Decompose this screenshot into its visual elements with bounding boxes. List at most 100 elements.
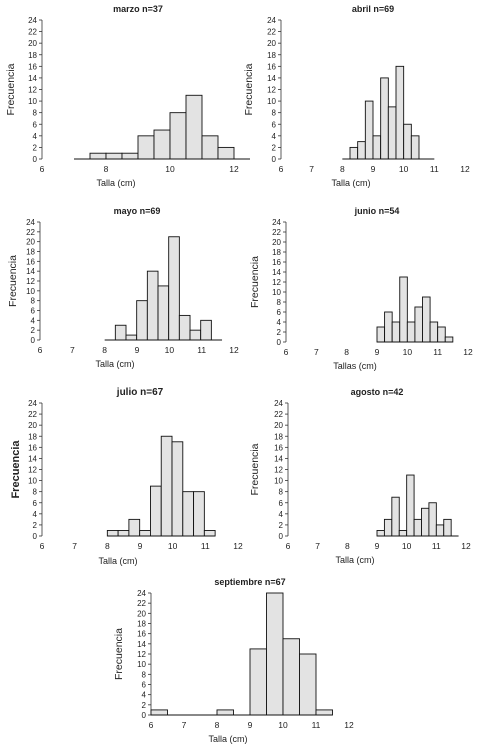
y-tick-label: 0 — [33, 532, 38, 541]
y-tick-label: 22 — [274, 410, 283, 419]
y-tick-label: 14 — [137, 640, 146, 649]
x-tick-label: 12 — [461, 541, 471, 551]
y-tick-label: 12 — [272, 278, 281, 287]
x-tick-label: 12 — [233, 541, 243, 551]
histogram-bar — [443, 518, 452, 537]
x-tick-label: 7 — [182, 720, 187, 730]
y-tick-label: 12 — [26, 277, 35, 286]
chart-title: julio n=67 — [116, 387, 164, 398]
y-tick-label: 16 — [137, 630, 146, 639]
x-tick-label: 12 — [229, 164, 239, 174]
x-axis-label: Talla (cm) — [95, 359, 134, 369]
y-tick-label: 24 — [137, 589, 146, 598]
y-tick-label: 4 — [277, 318, 282, 327]
y-tick-label: 12 — [267, 86, 276, 95]
x-tick-label: 12 — [344, 720, 354, 730]
x-tick-label: 6 — [149, 720, 154, 730]
x-tick-label: 8 — [345, 541, 350, 551]
y-tick-label: 12 — [274, 466, 283, 475]
histogram-bar — [89, 152, 107, 160]
histogram-bar — [437, 326, 446, 343]
y-tick-label: 10 — [274, 477, 283, 486]
histogram-bar — [137, 135, 155, 160]
y-tick-label: 0 — [31, 336, 36, 345]
y-tick-label: 24 — [274, 399, 283, 408]
histogram-bar — [299, 653, 317, 716]
y-tick-label: 24 — [28, 399, 37, 408]
x-tick-label: 11 — [432, 541, 441, 551]
histogram-bar — [189, 329, 202, 341]
histogram-bar — [136, 300, 148, 341]
y-tick-label: 6 — [31, 307, 36, 316]
histogram-bar — [168, 236, 180, 341]
y-axis-label: Frecuencia — [10, 440, 22, 499]
x-tick-label: 7 — [315, 541, 320, 551]
histogram-bar — [357, 141, 366, 160]
y-tick-label: 6 — [33, 120, 38, 129]
y-tick-label: 22 — [137, 599, 146, 608]
y-tick-label: 18 — [26, 248, 35, 257]
y-tick-label: 22 — [28, 28, 37, 37]
y-tick-label: 12 — [28, 466, 37, 475]
x-tick-label: 11 — [433, 347, 442, 357]
x-axis-label: Talla (cm) — [98, 556, 137, 566]
y-tick-label: 20 — [274, 421, 283, 430]
histogram-bar — [383, 518, 393, 537]
histogram-bar — [376, 530, 385, 537]
x-tick-label: 9 — [371, 164, 376, 174]
chart-title: abril n=69 — [352, 4, 394, 14]
histogram-bar — [193, 491, 205, 537]
histogram-bar — [282, 638, 300, 716]
x-tick-label: 6 — [286, 541, 291, 551]
y-tick-label: 18 — [272, 248, 281, 257]
x-tick-label: 6 — [40, 541, 45, 551]
histogram-bar — [150, 485, 162, 537]
chart-title: marzo n=37 — [113, 4, 163, 14]
y-tick-label: 18 — [28, 51, 37, 60]
y-tick-label: 4 — [31, 316, 36, 325]
x-tick-label: 10 — [165, 345, 175, 355]
y-tick-label: 20 — [137, 609, 146, 618]
x-tick-label: 10 — [168, 541, 178, 551]
x-tick-label: 10 — [402, 541, 412, 551]
y-axis-label: Frecuencia — [249, 443, 261, 495]
y-tick-label: 4 — [33, 132, 38, 141]
histogram-bar — [117, 530, 130, 537]
x-tick-label: 11 — [197, 345, 206, 355]
x-tick-label: 10 — [165, 164, 175, 174]
y-tick-label: 14 — [28, 74, 37, 83]
histogram-bar — [376, 326, 386, 343]
x-axis-label: Talla (cm) — [208, 734, 247, 744]
y-tick-label: 20 — [26, 238, 35, 247]
x-tick-label: 6 — [40, 164, 45, 174]
y-tick-label: 24 — [26, 218, 35, 227]
histogram-bar — [403, 123, 412, 160]
y-axis-label: Frecuencia — [249, 256, 261, 308]
histogram-bar — [372, 135, 382, 160]
histogram-bar — [380, 77, 389, 160]
y-tick-label: 2 — [277, 328, 282, 337]
histogram-bar — [125, 334, 138, 341]
histogram-bar — [139, 530, 151, 537]
histogram-bar — [200, 319, 212, 341]
x-tick-label: 7 — [314, 347, 319, 357]
x-tick-label: 7 — [309, 164, 314, 174]
x-tick-label: 6 — [38, 345, 43, 355]
y-tick-label: 6 — [33, 499, 38, 508]
chart-title: agosto n=42 — [351, 387, 404, 397]
x-tick-label: 8 — [105, 541, 110, 551]
y-tick-label: 0 — [33, 155, 38, 164]
histogram-bar — [406, 474, 415, 537]
x-tick-label: 8 — [215, 720, 220, 730]
y-tick-label: 8 — [31, 297, 36, 306]
histogram-bar — [160, 435, 173, 537]
histogram-bar — [429, 321, 439, 343]
y-tick-label: 6 — [279, 499, 284, 508]
